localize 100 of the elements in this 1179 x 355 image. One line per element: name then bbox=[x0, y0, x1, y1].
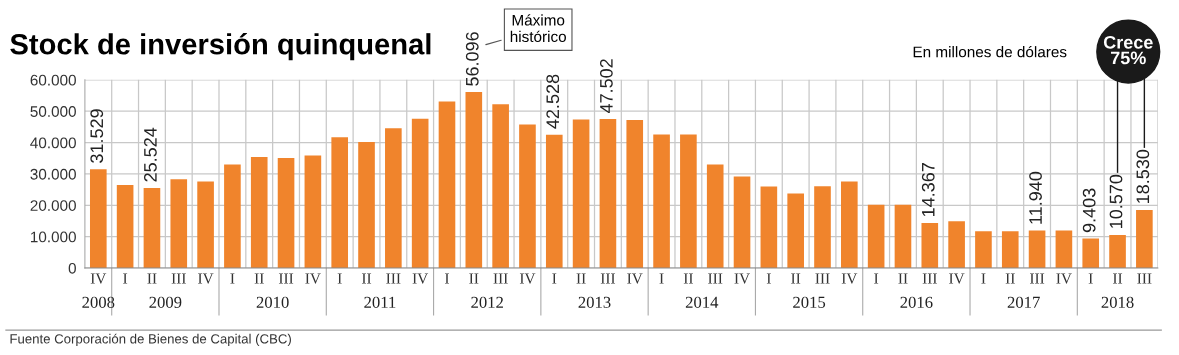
y-tick-label: 0 bbox=[68, 262, 76, 274]
text: 2009 bbox=[149, 296, 182, 308]
bar bbox=[331, 137, 349, 269]
bar bbox=[572, 119, 590, 269]
x-tick-label: III bbox=[1137, 273, 1152, 284]
x-tick-label: III bbox=[386, 273, 401, 284]
bar bbox=[250, 157, 268, 269]
x-tick-label: III bbox=[922, 273, 937, 284]
x-tick-label: II bbox=[791, 273, 801, 284]
x-tick-label: II bbox=[576, 273, 586, 284]
x-tick-label: IV bbox=[305, 273, 321, 284]
text: Crece 75% bbox=[1103, 35, 1153, 65]
data-label: 31.529 bbox=[90, 109, 104, 163]
bar bbox=[867, 204, 885, 269]
y-tick-label: 30.000 bbox=[30, 168, 76, 180]
x-tick-label: IV bbox=[198, 273, 214, 284]
bar bbox=[1055, 230, 1073, 269]
data-label: 9.403 bbox=[1082, 188, 1096, 233]
x-tick-label: II bbox=[469, 273, 479, 284]
x-tick-label: II bbox=[683, 273, 693, 284]
x-tick-label: III bbox=[815, 273, 830, 284]
text: 2008 bbox=[82, 296, 115, 308]
text: 2013 bbox=[578, 296, 611, 308]
bar bbox=[519, 124, 536, 269]
x-tick-label: I bbox=[874, 273, 879, 284]
bar bbox=[1109, 234, 1126, 269]
x-tick-label: I bbox=[552, 273, 557, 284]
bar bbox=[706, 164, 724, 269]
bar bbox=[385, 128, 402, 269]
data-label: 11.940 bbox=[1029, 171, 1042, 224]
y-tick-label: 10.000 bbox=[31, 231, 76, 243]
bar bbox=[1136, 209, 1153, 269]
x-tick-label: III bbox=[708, 273, 723, 284]
text: 2012 bbox=[471, 296, 503, 308]
bar bbox=[358, 141, 375, 269]
x-tick-label: II bbox=[361, 273, 372, 284]
x-tick-label: IV bbox=[627, 273, 643, 284]
bar bbox=[116, 184, 134, 269]
y-tick-label: 40.000 bbox=[30, 137, 76, 149]
x-tick-label: IV bbox=[734, 273, 750, 284]
bar bbox=[1028, 230, 1046, 269]
bar bbox=[465, 92, 483, 269]
x-tick-label: I bbox=[337, 273, 342, 284]
x-tick-label: IV bbox=[1056, 273, 1072, 284]
bar bbox=[545, 134, 563, 269]
y-tick-label: 50.000 bbox=[30, 106, 76, 117]
bar bbox=[170, 179, 188, 269]
data-label: 25.524 bbox=[144, 127, 157, 182]
bar bbox=[1001, 231, 1019, 269]
x-tick-label: IV bbox=[519, 273, 536, 284]
text: 2016 bbox=[900, 296, 933, 308]
x-tick-label: II bbox=[254, 273, 264, 284]
bar bbox=[653, 134, 670, 269]
x-tick-label: II bbox=[1005, 273, 1015, 284]
x-tick-label: IV bbox=[90, 273, 107, 284]
data-label: 10.570 bbox=[1109, 174, 1123, 228]
data-label: 47.502 bbox=[599, 59, 613, 114]
bar bbox=[438, 101, 456, 269]
x-tick-label: I bbox=[123, 273, 128, 284]
chart-title: Stock de inversión quinquenal bbox=[10, 32, 431, 61]
bar bbox=[680, 134, 697, 269]
bar bbox=[224, 164, 241, 269]
bar bbox=[921, 222, 939, 269]
bar bbox=[89, 169, 107, 269]
text: 2010 bbox=[256, 296, 289, 308]
x-tick-label: III bbox=[600, 273, 616, 284]
bar bbox=[814, 186, 831, 269]
bar bbox=[277, 157, 295, 269]
data-label: 42.528 bbox=[546, 74, 560, 129]
text: 2018 bbox=[1101, 296, 1134, 308]
text: 2017 bbox=[1007, 296, 1040, 308]
x-tick-label: I bbox=[981, 273, 986, 284]
x-tick-label: III bbox=[171, 273, 186, 284]
text: 2014 bbox=[685, 296, 719, 308]
bar bbox=[894, 204, 912, 269]
bar bbox=[599, 119, 617, 269]
y-tick-label: 20.000 bbox=[30, 200, 76, 211]
bar bbox=[1082, 238, 1100, 269]
bar bbox=[733, 176, 751, 269]
x-tick-label: III bbox=[1030, 273, 1045, 284]
bar bbox=[411, 118, 429, 269]
x-tick-label: IV bbox=[841, 273, 858, 284]
x-tick-label: I bbox=[766, 273, 771, 284]
x-tick-label: II bbox=[898, 273, 908, 284]
y-tick-label: 60.000 bbox=[30, 74, 76, 86]
text: Máximo histórico bbox=[510, 14, 566, 43]
x-tick-label: I bbox=[230, 273, 235, 284]
bar bbox=[787, 193, 804, 269]
bar bbox=[626, 120, 644, 269]
chart-subtitle: En millones de dólares bbox=[913, 45, 1067, 58]
bar bbox=[492, 104, 509, 269]
x-tick-label: IV bbox=[949, 273, 965, 284]
x-tick-label: IV bbox=[412, 273, 429, 284]
text: 2011 bbox=[364, 296, 396, 308]
bar bbox=[948, 221, 965, 269]
bar bbox=[841, 181, 858, 269]
x-tick-label: I bbox=[445, 273, 449, 284]
data-label: 18.530 bbox=[1136, 149, 1150, 203]
x-tick-label: II bbox=[147, 273, 157, 284]
data-label: 56.096 bbox=[465, 32, 479, 86]
